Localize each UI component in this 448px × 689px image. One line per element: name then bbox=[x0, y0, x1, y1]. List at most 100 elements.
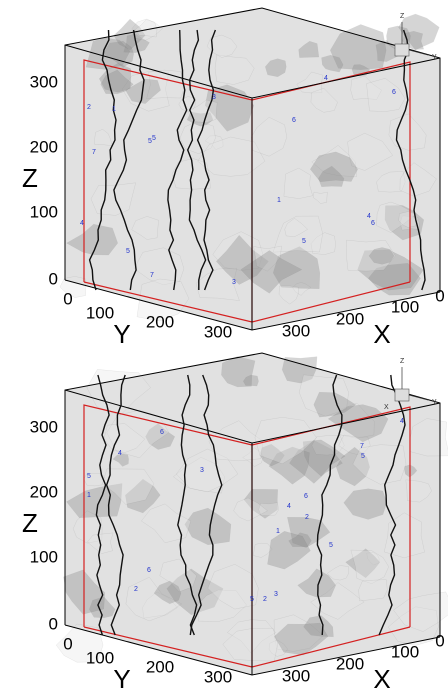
isosurface bbox=[100, 69, 134, 95]
x-tick-label: 100 bbox=[391, 297, 419, 316]
isosurface bbox=[326, 565, 349, 581]
line-label: 5 bbox=[329, 542, 333, 549]
isosurface bbox=[136, 278, 190, 322]
streamline bbox=[113, 29, 145, 291]
isosurface bbox=[297, 568, 336, 598]
isosurface bbox=[253, 245, 282, 272]
y-tick-label: 0 bbox=[63, 634, 72, 653]
line-label: 2 bbox=[305, 514, 309, 521]
line-label: 6 bbox=[392, 89, 396, 96]
triad-box bbox=[394, 43, 410, 57]
x-tick-label: 300 bbox=[282, 666, 310, 685]
isosurface bbox=[195, 267, 240, 301]
y-axis-label: Y bbox=[113, 319, 130, 349]
x-tick-label: 300 bbox=[282, 321, 310, 340]
isosurface bbox=[352, 444, 407, 485]
y-tick-label: 0 bbox=[63, 289, 72, 308]
isosurface bbox=[327, 404, 389, 443]
isosurface bbox=[216, 234, 269, 285]
isosurface bbox=[273, 614, 324, 652]
triad-label: Y bbox=[432, 399, 437, 406]
isosurface bbox=[94, 129, 113, 146]
line-label: 4 bbox=[287, 503, 291, 510]
triad-label: X bbox=[384, 404, 389, 411]
isosurface bbox=[184, 507, 232, 546]
triad-label: Z bbox=[400, 13, 405, 20]
isosurface bbox=[233, 497, 268, 522]
isosurface bbox=[310, 88, 338, 113]
isosurface bbox=[312, 191, 328, 204]
z-tick-label: 300 bbox=[30, 72, 58, 91]
line-label: 3 bbox=[232, 279, 236, 286]
y-axis-label: Y bbox=[113, 664, 130, 689]
isosurface bbox=[212, 231, 264, 271]
isosurface bbox=[345, 548, 381, 579]
x-tick-label: 100 bbox=[391, 642, 419, 661]
isosurface bbox=[259, 443, 285, 467]
isosurface bbox=[112, 453, 129, 467]
isosurface bbox=[253, 542, 273, 558]
isosurface bbox=[350, 549, 389, 584]
isosurface bbox=[388, 606, 439, 646]
isosurface bbox=[338, 434, 371, 455]
isosurface bbox=[303, 615, 334, 638]
box-edge bbox=[64, 352, 441, 637]
isosurface bbox=[310, 582, 365, 620]
isosurface bbox=[357, 249, 424, 291]
isosurface bbox=[310, 232, 336, 255]
isosurface bbox=[281, 356, 318, 384]
line-label: 4 bbox=[400, 418, 404, 425]
streamline bbox=[395, 29, 426, 291]
z-tick-label: 100 bbox=[30, 202, 58, 221]
streamline bbox=[186, 29, 207, 290]
isosurface bbox=[346, 239, 396, 272]
isosurface bbox=[243, 374, 259, 387]
x-axis-label: X bbox=[373, 319, 390, 349]
streamline bbox=[378, 374, 406, 636]
isosurface bbox=[131, 216, 159, 240]
isosurface bbox=[268, 639, 288, 657]
y-tick-label: 300 bbox=[204, 322, 232, 341]
x-tick-label: 0 bbox=[435, 631, 444, 650]
line-label: 2 bbox=[263, 596, 267, 603]
line-label: 5 bbox=[250, 596, 254, 603]
isosurface bbox=[283, 167, 313, 199]
isosurface bbox=[274, 622, 329, 656]
isosurface bbox=[197, 589, 247, 622]
line-label: 4 bbox=[80, 220, 84, 227]
isosurface bbox=[240, 250, 303, 294]
isosurface bbox=[399, 162, 437, 197]
isosurface bbox=[368, 247, 395, 265]
isosurface bbox=[89, 596, 116, 619]
isosurface bbox=[278, 285, 299, 305]
line-label: 2 bbox=[87, 104, 91, 111]
z-tick-label: 0 bbox=[49, 614, 58, 633]
isosurface bbox=[142, 591, 178, 619]
line-label: 6 bbox=[147, 567, 151, 574]
isosurface bbox=[388, 113, 427, 151]
line-label: 7 bbox=[92, 149, 96, 156]
triad-box bbox=[394, 388, 410, 402]
isosurface bbox=[289, 440, 343, 484]
x-tick-label: 0 bbox=[435, 286, 444, 305]
line-label: 3 bbox=[200, 467, 204, 474]
isosurface bbox=[398, 13, 440, 51]
isosurface bbox=[393, 591, 448, 632]
line-label: 1 bbox=[87, 492, 91, 499]
z-axis-label: Z bbox=[22, 163, 38, 193]
isosurface bbox=[267, 531, 311, 570]
z-axis-label: Z bbox=[22, 508, 38, 538]
line-label: 1 bbox=[276, 528, 280, 535]
isosurface bbox=[343, 488, 387, 520]
triad-axis bbox=[408, 49, 429, 56]
isosurface bbox=[258, 502, 279, 516]
isosurface bbox=[222, 627, 279, 662]
streamline bbox=[95, 374, 110, 636]
x-tick-label: 200 bbox=[336, 654, 364, 673]
isosurface bbox=[204, 135, 224, 150]
isosurface bbox=[125, 478, 161, 514]
isosurface bbox=[251, 117, 288, 157]
x-tick-label: 200 bbox=[336, 309, 364, 328]
isosurface bbox=[102, 468, 155, 505]
isosurface bbox=[166, 568, 224, 615]
